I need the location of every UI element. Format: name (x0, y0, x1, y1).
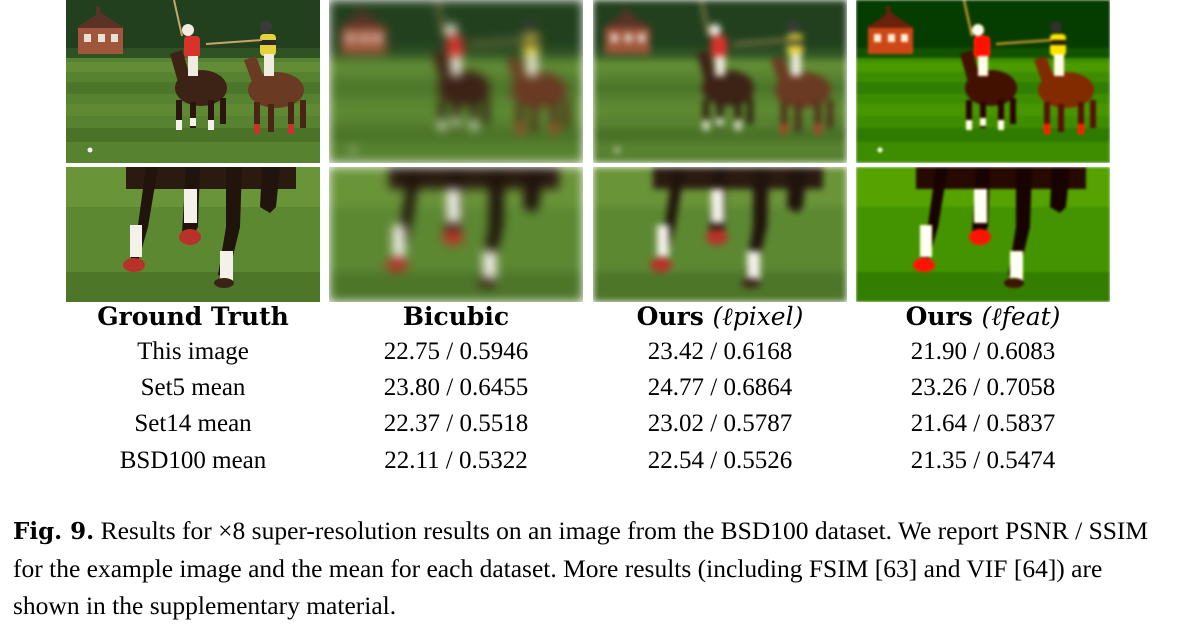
bicubic-full-image (329, 0, 583, 163)
column-header-label: Bicubic (402, 302, 510, 331)
column-header-label: Ours (636, 302, 704, 331)
column-header-label: Ground Truth (97, 302, 289, 331)
row-label: BSD100 mean (119, 447, 267, 474)
column-header-bicubic: Bicubic (326, 302, 586, 331)
table-cell: 22.37 / 0.5518 (383, 410, 529, 437)
table-cell: 22.75 / 0.5946 (383, 338, 529, 365)
image-grid (0, 0, 1179, 305)
column-header-ground-truth: Ground Truth (63, 302, 323, 331)
row-label: Set14 mean (134, 410, 252, 437)
table-cell: 22.54 / 0.5526 (647, 447, 793, 474)
figure-caption: Fig. 9. Results for ×8 super-resolution … (13, 512, 1173, 624)
table-cell: 23.02 / 0.5787 (647, 410, 793, 437)
table-cell: 22.11 / 0.5322 (384, 447, 528, 474)
column-header-ours-pixel: Ours (ℓpixel) (590, 302, 850, 332)
table-cell: 23.42 / 0.6168 (647, 338, 793, 365)
loss-subscript: (ℓfeat) (981, 302, 1061, 331)
row-label: Set5 mean (140, 374, 246, 401)
bicubic-crop-image (329, 167, 583, 302)
caption-text: Results for ×8 super-resolution results … (13, 516, 1149, 620)
ours-feat-full-image (856, 0, 1110, 163)
ground-truth-full-image (66, 0, 320, 163)
table-cell: 21.35 / 0.5474 (910, 447, 1056, 474)
column-header-ours-feat: Ours (ℓfeat) (853, 302, 1113, 332)
ours-pixel-crop-image (593, 167, 847, 302)
table-cell: 23.80 / 0.6455 (383, 374, 529, 401)
row-label: This image (137, 338, 249, 365)
table-cell: 23.26 / 0.7058 (910, 374, 1056, 401)
table-cell: 21.90 / 0.6083 (910, 338, 1056, 365)
figure-label: Fig. 9. (13, 518, 95, 545)
loss-subscript: (ℓpixel) (712, 302, 804, 331)
table-cell: 24.77 / 0.6864 (647, 374, 793, 401)
table-cell: 21.64 / 0.5837 (910, 410, 1056, 437)
column-header-label: Ours (905, 302, 973, 331)
ground-truth-crop-image (66, 167, 320, 302)
ours-feat-crop-image (856, 167, 1110, 302)
ours-pixel-full-image (593, 0, 847, 163)
